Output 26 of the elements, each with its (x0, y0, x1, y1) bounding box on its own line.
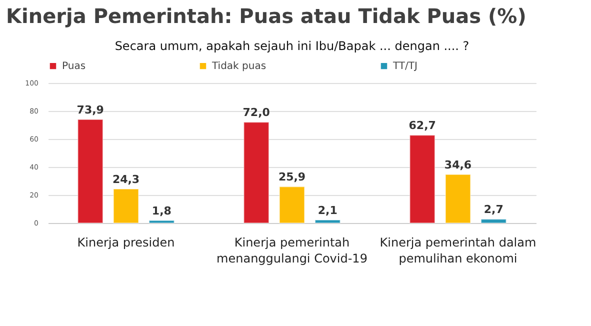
legend-label: Tidak puas (211, 61, 266, 72)
data-label: 62,7 (408, 119, 436, 132)
chart-title: Kinerja Pemerintah: Puas atau Tidak Puas (%) (6, 4, 526, 28)
chart-subtitle: Secara umum, apakah sejauh ini Ibu/Bapak ... dengan .... ? (114, 39, 470, 53)
x-tick-label: Kinerja pemerintah dalam pemulihan ekonomi (380, 236, 536, 266)
data-label: 72,0 (242, 106, 270, 120)
legend-label: TT/TJ (392, 61, 418, 72)
bar (148, 220, 175, 224)
bar (480, 218, 507, 224)
bar (445, 174, 471, 224)
x-tick-label: Kinerja pemerintah menanggulangi Covid-19 (216, 236, 368, 266)
data-label: 2,7 (484, 203, 504, 216)
data-label: 25,9 (278, 170, 306, 184)
data-label: 24,3 (112, 172, 140, 186)
data-label: 73,9 (76, 104, 104, 117)
bar (279, 186, 305, 224)
bar (314, 220, 341, 224)
bar (243, 122, 270, 224)
bar (113, 188, 139, 224)
legend-label: Puas (62, 61, 86, 72)
bar (77, 119, 104, 224)
x-tick-label: Kinerja presiden (77, 236, 175, 250)
data-label: 1,8 (152, 204, 172, 218)
data-label: 34,6 (444, 158, 472, 172)
bar (409, 134, 436, 224)
data-label: 2,1 (318, 204, 338, 218)
